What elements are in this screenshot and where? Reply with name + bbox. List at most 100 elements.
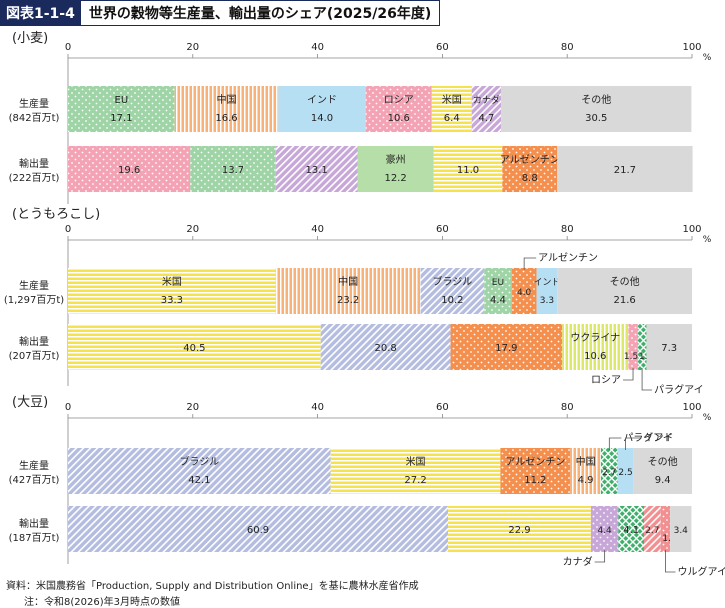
bar-segment-pattern (68, 506, 449, 552)
bar-segment (617, 448, 634, 494)
segment-value-label: 22.9 (508, 525, 530, 536)
segment-value-label: 16.6 (215, 113, 237, 124)
bar-category-label: 輸出量 (19, 335, 49, 348)
bar-segment-pattern (174, 86, 279, 132)
bar-category-sublabel: (1,297百万t) (4, 294, 64, 306)
segment-value-label: 19.6 (118, 165, 140, 176)
x-tick-label: 40 (311, 42, 324, 53)
bar-category-label: 輸出量 (19, 517, 49, 530)
segment-value-label: 1.4 (639, 352, 654, 362)
segment-callout-label: カナダ (563, 555, 593, 568)
segment-value-label: 9.4 (655, 475, 671, 486)
segment-name-label: カナダ (473, 94, 500, 106)
bar-segment-pattern (600, 448, 618, 494)
x-tick-label: 40 (311, 402, 324, 413)
bar-category-sublabel: (207百万t) (9, 350, 60, 362)
bar-segment-pattern (484, 268, 512, 314)
bar-segment-pattern (590, 506, 619, 552)
segment-value-label: 1.5 (662, 534, 676, 544)
bar-segment-pattern (190, 146, 276, 192)
segment-name-label: ブラジル (432, 275, 472, 288)
segment-name-label: 米国 (162, 275, 182, 288)
segment-name-label: その他 (648, 455, 678, 468)
callout-line (641, 368, 653, 391)
bar-segment (646, 324, 692, 370)
bar-segment-pattern (660, 506, 671, 552)
bar-segment (536, 268, 558, 314)
segment-value-label: 7.3 (661, 343, 677, 354)
x-tick-label: 80 (561, 224, 574, 235)
segment-name-label: ウクライナ (570, 332, 620, 344)
x-tick-label: 0 (65, 224, 71, 235)
segment-value-label: 4.0 (517, 288, 532, 298)
segment-value-label: 3.3 (540, 296, 554, 306)
segment-value-label: 10.6 (388, 113, 410, 124)
segment-callout-label: パラグアイ (623, 431, 673, 444)
bar-category-label: 生産量 (19, 97, 49, 110)
segment-name-label: EU (492, 278, 504, 288)
bar-category-sublabel: (842百万t) (9, 112, 60, 124)
bar-segment-pattern (570, 448, 601, 494)
x-tick-label: 0 (65, 42, 71, 53)
segment-name-label: 豪州 (386, 153, 406, 166)
bar-segment-pattern (502, 146, 558, 192)
segment-value-label: 17.9 (495, 343, 517, 354)
x-tick-label: 100 (682, 224, 701, 235)
callout-line (625, 437, 642, 450)
bar-segment-pattern (562, 324, 629, 370)
bar-segment-pattern (431, 86, 472, 132)
segment-value-label: 8.8 (522, 173, 538, 184)
bar-segment (278, 86, 366, 132)
segment-value-label: 21.6 (613, 295, 635, 306)
segment-value-label: 4.4 (597, 526, 612, 536)
bar-segment (357, 146, 434, 192)
segment-callout-label: インド (644, 433, 674, 444)
bar-segment-pattern (433, 146, 503, 192)
segment-name-label: EU (115, 95, 129, 106)
x-tick-label: 0 (65, 402, 71, 413)
bar-segment (670, 506, 692, 552)
segment-value-label: 1.5 (624, 352, 638, 362)
bar-segment-pattern (275, 268, 421, 314)
chart-title: (大豆) (12, 395, 48, 410)
x-tick-label: 60 (436, 402, 449, 413)
segment-callout-label: ロシア (591, 375, 621, 386)
segment-name-label: 米国 (442, 93, 462, 106)
bar-segment-pattern (420, 268, 485, 314)
bar-category-label: 生産量 (19, 459, 49, 472)
bar-category-sublabel: (187百万t) (9, 532, 60, 544)
bar-category-sublabel: (427百万t) (9, 474, 60, 486)
segment-value-label: 21.7 (614, 165, 636, 176)
chart-title: (小麦) (12, 31, 48, 46)
bar-segment-pattern (618, 506, 644, 552)
segment-name-label: その他 (610, 275, 640, 288)
bar-segment-pattern (68, 146, 191, 192)
chart-title: (とうもろこし) (12, 207, 100, 222)
x-tick-label: 60 (436, 42, 449, 53)
segment-name-label: 米国 (406, 455, 426, 468)
x-tick-label: 20 (186, 42, 199, 53)
segment-value-label: 13.7 (222, 165, 244, 176)
x-unit-label: % (703, 53, 712, 63)
x-unit-label: % (703, 413, 712, 423)
segment-name-label: アルゼンチン (505, 456, 565, 468)
segment-value-label: 42.1 (188, 475, 210, 486)
segment-value-label: 11.0 (457, 165, 479, 176)
x-tick-label: 80 (561, 402, 574, 413)
segment-name-label: ロシア (384, 95, 414, 106)
bar-segment-pattern (320, 324, 451, 370)
bar-category-label: 輸出量 (19, 157, 49, 170)
x-tick-label: 100 (682, 42, 701, 53)
segment-name-label: 中国 (576, 455, 596, 468)
bar-segment-pattern (68, 448, 331, 494)
segment-value-label: 40.5 (183, 343, 205, 354)
segment-name-label: アルゼンチン (500, 154, 560, 166)
segment-value-label: 23.2 (337, 295, 359, 306)
bar-segment-pattern (365, 86, 432, 132)
bar-segment (633, 448, 692, 494)
segment-callout-label: アルゼンチン (538, 252, 598, 264)
segment-callout-label: パラグアイ (654, 383, 704, 396)
x-tick-label: 20 (186, 224, 199, 235)
segment-value-label: 10.2 (441, 295, 463, 306)
